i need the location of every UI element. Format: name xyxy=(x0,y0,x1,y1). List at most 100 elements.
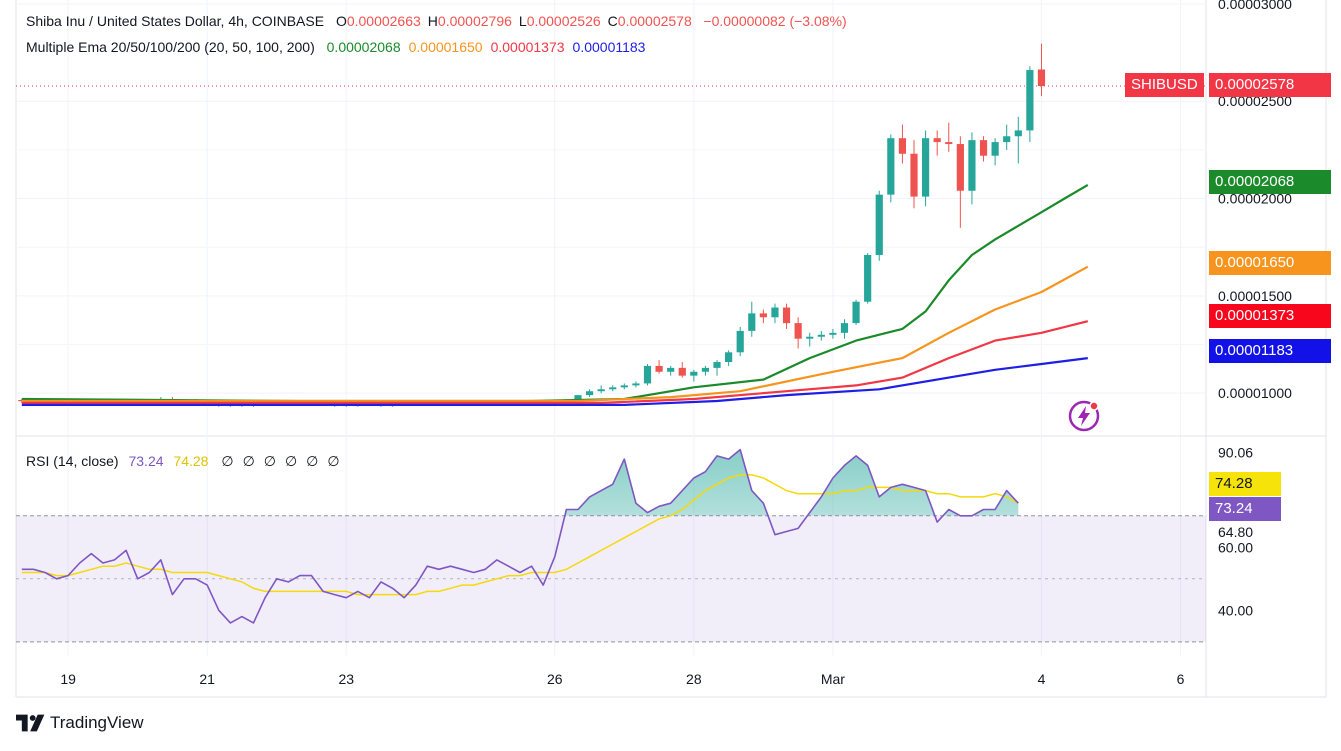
rsi-pane[interactable] xyxy=(16,448,1206,643)
ema-legend: Multiple Ema 20/50/100/200 (20, 50, 100,… xyxy=(26,38,645,56)
candle xyxy=(632,381,640,388)
ema-indicator-label[interactable]: Multiple Ema 20/50/100/200 (20, 50, 100,… xyxy=(26,39,315,55)
ema200-tag: 0.00001183 xyxy=(1209,339,1331,363)
candle xyxy=(18,399,26,403)
rsi-empty-5: ∅ xyxy=(327,453,340,469)
candle-body xyxy=(782,307,791,324)
rsi-tag-label: 73.24 xyxy=(1215,500,1253,517)
ema-value-3: 0.00001183 xyxy=(572,39,646,55)
candle xyxy=(1014,116,1022,164)
last-price-tag: 0.00002578 xyxy=(1209,73,1331,97)
symbol-title[interactable]: Shiba Inu / United States Dollar, 4h, CO… xyxy=(26,13,325,29)
candle-body xyxy=(736,330,744,353)
candle-body xyxy=(968,140,976,191)
rsi-overbought-fill xyxy=(564,449,1019,516)
time-tick-label: 6 xyxy=(1177,671,1185,687)
candle-body xyxy=(875,194,883,255)
candle-body xyxy=(956,144,964,191)
candle-body xyxy=(794,323,802,339)
candle-body xyxy=(620,385,628,388)
candle-body xyxy=(840,323,849,333)
time-tick-label: 23 xyxy=(338,671,354,687)
candle-body xyxy=(771,307,779,318)
candle-body xyxy=(945,142,953,145)
candle-body xyxy=(725,352,733,363)
rsi-ma-value: 74.28 xyxy=(173,453,209,469)
price-change: −0.00000082 (−3.08%) xyxy=(703,13,847,29)
candle xyxy=(713,360,721,376)
candle xyxy=(643,363,652,386)
ema20-tag: 0.00002068 xyxy=(1209,170,1331,194)
candle xyxy=(667,365,675,376)
candle xyxy=(829,328,837,339)
candle xyxy=(806,332,814,347)
candle xyxy=(956,136,964,228)
ema-value-1: 0.00001650 xyxy=(408,39,483,55)
candle xyxy=(817,330,825,341)
candle-body xyxy=(806,336,814,339)
candle-body xyxy=(667,367,675,372)
ema200-tag-label: 0.00001183 xyxy=(1215,342,1294,359)
candle xyxy=(910,140,918,209)
symbol-legend: Shiba Inu / United States Dollar, 4h, CO… xyxy=(26,12,847,30)
candle xyxy=(945,122,953,152)
candle-body xyxy=(759,313,767,318)
rsi-value: 73.24 xyxy=(128,453,164,469)
ohlc-label-o: O xyxy=(335,13,347,29)
price-tick-label: 0.00003000 xyxy=(1218,0,1292,12)
price-tick-label: 0.00002500 xyxy=(1218,93,1292,109)
candle xyxy=(655,360,663,374)
time-tick-label: 28 xyxy=(686,671,702,687)
lightning-badge-icon[interactable] xyxy=(1067,399,1101,433)
ema-value-0: 0.00002068 xyxy=(326,39,401,55)
ohlc-value-c: 0.00002578 xyxy=(617,13,692,29)
rsi-empty-1: ∅ xyxy=(242,453,255,469)
candle-body xyxy=(701,367,710,372)
candle xyxy=(701,365,710,376)
rsi-indicator-label[interactable]: RSI (14, close) xyxy=(26,453,119,469)
candle xyxy=(840,319,849,339)
candle-body xyxy=(979,140,988,156)
rsi-tick-label: 64.80 xyxy=(1218,524,1253,540)
candle xyxy=(736,327,744,357)
candle-body xyxy=(817,334,825,337)
price-tick-label: 0.00002000 xyxy=(1218,191,1292,207)
candle xyxy=(690,369,698,382)
rsi-empty-2: ∅ xyxy=(263,453,276,469)
price-axis[interactable]: 0.00003000 0.00002500 0.00002000 0.00001500… xyxy=(1218,0,1292,401)
rsi-empty-3: ∅ xyxy=(284,453,298,469)
ohlc-label-h: H xyxy=(427,13,438,29)
price-pane[interactable] xyxy=(16,43,1206,407)
footer-brand[interactable]: TradingView xyxy=(16,713,144,733)
candle-body xyxy=(574,395,582,401)
ema50-tag: 0.00001650 xyxy=(1209,251,1331,275)
candle xyxy=(1003,124,1011,150)
candle-body xyxy=(609,387,617,390)
ema-value-2: 0.00001373 xyxy=(490,39,565,55)
time-axis[interactable]: 19 21 23 26 28 Mar 4 6 xyxy=(60,671,1184,687)
ema100-tag: 0.00001373 xyxy=(1209,304,1331,328)
candle-body xyxy=(690,371,698,376)
grid-lines xyxy=(15,0,1327,698)
candle-body xyxy=(829,332,837,335)
candle-body xyxy=(748,313,756,331)
price-tick-label: 0.00001000 xyxy=(1218,385,1292,401)
candle xyxy=(609,385,617,392)
candle xyxy=(1026,66,1034,143)
ema-line-2 xyxy=(21,320,1089,404)
candle xyxy=(864,253,872,304)
candle xyxy=(852,299,860,326)
candle-body xyxy=(933,138,941,143)
rsi-tick-label: 90.06 xyxy=(1218,445,1253,461)
rsi-legend: RSI (14, close) 73.24 74.28 ∅ ∅ ∅ ∅ ∅ ∅ xyxy=(26,452,340,470)
candle-body xyxy=(1026,70,1034,131)
candle-body xyxy=(1037,69,1046,87)
candle xyxy=(875,190,883,261)
candle-body xyxy=(632,383,640,386)
candle xyxy=(991,138,999,166)
ema50-tag-label: 0.00001650 xyxy=(1215,254,1295,271)
ema20-tag-label: 0.00002068 xyxy=(1215,173,1295,190)
candle xyxy=(933,130,941,156)
